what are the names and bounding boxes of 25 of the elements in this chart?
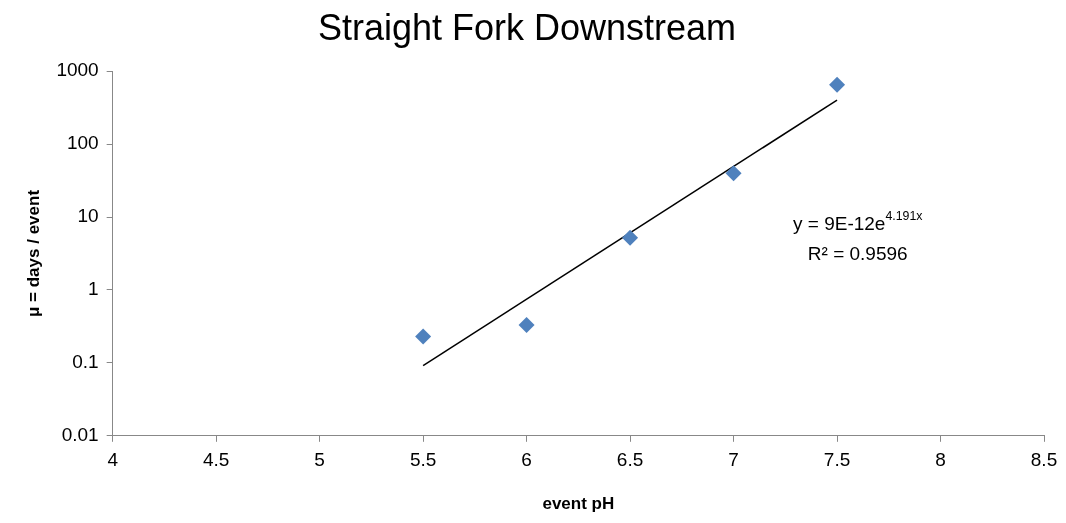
x-tick-label: 6.5 [616,449,644,471]
point [518,317,535,334]
point [829,76,846,93]
x-tick-label: 8.5 [1030,449,1058,471]
x-tick-label: 7 [728,449,739,471]
x-tick-label: 5 [314,449,325,471]
y-tick-label: 0.1 [72,351,99,373]
point [622,229,639,246]
y-tick-label: 10 [77,205,99,227]
annotation: R² = 0.9596 [807,242,908,264]
y-axis-title: μ = days / event [23,189,43,318]
x-axis-title: event pH [542,494,615,514]
y-tick-label: 100 [66,132,99,154]
x-tick-label: 4.5 [202,449,230,471]
point [725,165,742,182]
y-tick-label: 1000 [56,59,99,81]
chart-title: Straight Fork Downstream [317,6,737,48]
x-tick-label: 6 [521,449,532,471]
x-tick-label: 7.5 [823,449,851,471]
x-tick-label: 5.5 [409,449,437,471]
point [415,328,432,345]
x-tick-label: 8 [935,449,946,471]
x-tick-label: 4 [107,449,119,471]
y-tick-label: 0.01 [61,424,99,446]
y-tick-label: 1 [88,278,99,300]
